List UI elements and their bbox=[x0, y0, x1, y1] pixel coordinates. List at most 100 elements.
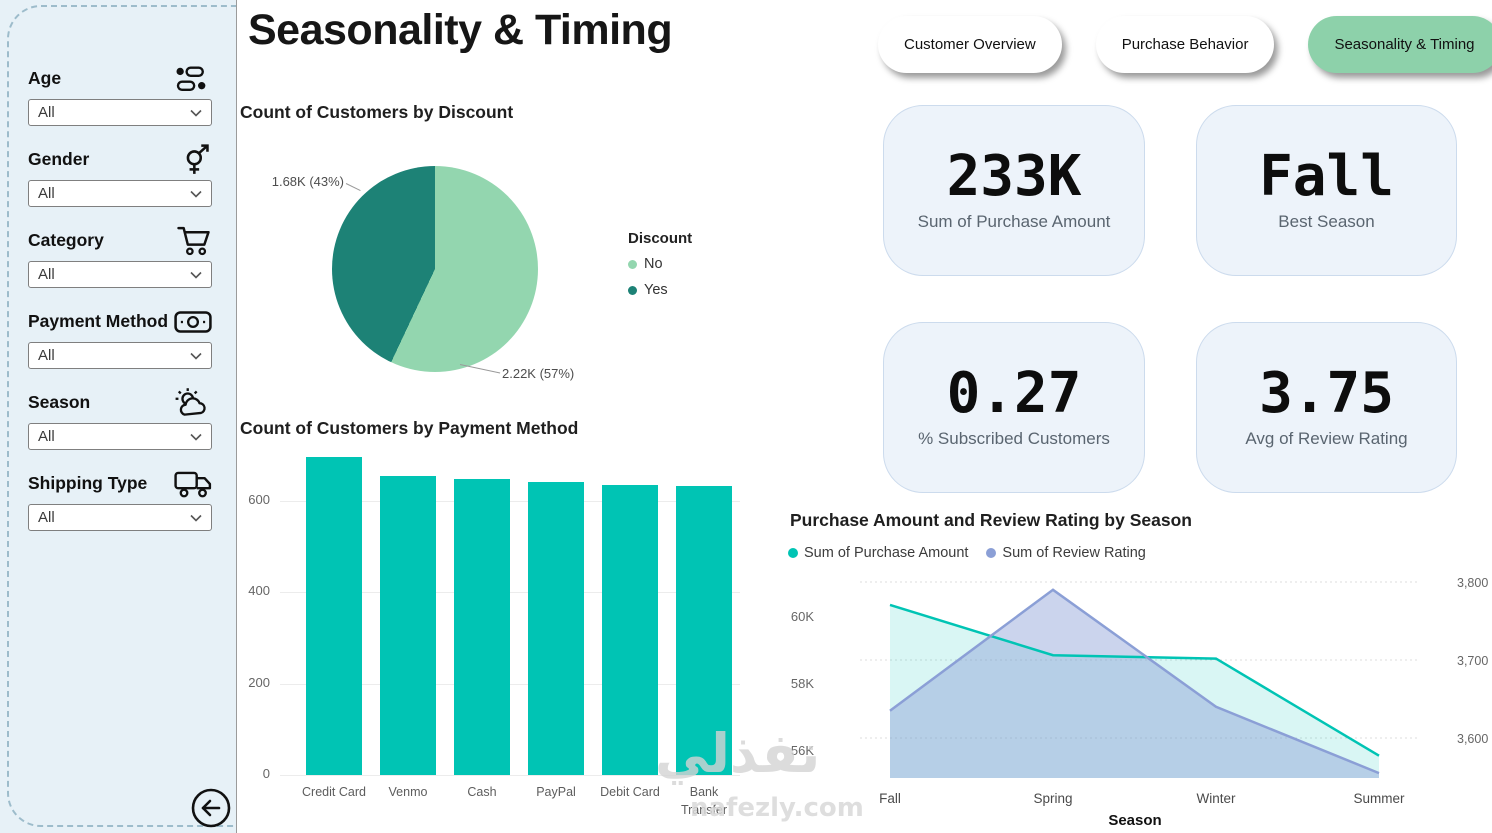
dropdown-value: All bbox=[38, 104, 55, 121]
pie-legend-items: No Yes bbox=[628, 256, 692, 298]
gridline bbox=[280, 775, 740, 776]
bar-ytick: 400 bbox=[248, 583, 270, 599]
filter-dropdown-category[interactable]: All bbox=[28, 261, 212, 288]
legend-item-sum-of-review-rating[interactable]: Sum of Review Rating bbox=[986, 545, 1146, 561]
bar-bank-transfer[interactable]: Bank Transfer bbox=[676, 455, 732, 817]
filter-dropdown-gender[interactable]: All bbox=[28, 180, 212, 207]
filter-label-season: Season bbox=[28, 392, 91, 412]
sun-cloud-icon bbox=[174, 387, 212, 419]
kpi-value: 0.27 bbox=[946, 361, 1082, 426]
pie-legend: Discount No Yes bbox=[628, 230, 692, 308]
filter-category: Category All bbox=[28, 220, 212, 288]
bar-credit-card[interactable]: Credit Card bbox=[302, 455, 366, 799]
legend-item-yes[interactable]: Yes bbox=[628, 282, 692, 298]
bar-rect[interactable] bbox=[528, 482, 584, 775]
filter-label-shipping-type: Shipping Type bbox=[28, 473, 148, 493]
legend-label: Sum of Review Rating bbox=[1002, 545, 1146, 561]
truck-icon bbox=[174, 469, 212, 499]
kpi-card-best-season: Fall Best Season bbox=[1196, 105, 1457, 276]
filter-list: Age All Gender All Category All Payment Method… bbox=[28, 58, 212, 544]
filter-head: Age bbox=[28, 58, 212, 99]
bar-rect[interactable] bbox=[676, 485, 732, 775]
review-rating-line[interactable] bbox=[889, 588, 1380, 775]
nav-tabs: Customer Overview Purchase Behavior Season… bbox=[878, 16, 1492, 73]
kpi-card-avg-of-review-rating: 3.75 Avg of Review Rating bbox=[1196, 322, 1457, 493]
combo-right-ytick: 3,800 bbox=[1457, 576, 1489, 590]
cart-icon bbox=[176, 225, 212, 256]
dropdown-value: All bbox=[38, 347, 55, 364]
filter-dropdown-shipping-type[interactable]: All bbox=[28, 504, 212, 531]
bar-xlabel: PayPal bbox=[536, 785, 576, 799]
chevron-down-icon bbox=[190, 185, 202, 202]
money-icon bbox=[174, 309, 212, 335]
filter-head: Payment Method bbox=[28, 301, 212, 342]
filter-sidebar: Age All Gender All Category All Payment Method… bbox=[0, 0, 237, 833]
purchase-amount-line[interactable] bbox=[889, 603, 1380, 757]
pie-chart-title: Count of Customers by Discount bbox=[240, 102, 514, 122]
combo-xlabel-winter: Winter bbox=[1196, 791, 1236, 806]
bar-ytick: 200 bbox=[248, 674, 270, 690]
bar-xlabel: Bank Transfer bbox=[680, 785, 728, 818]
filter-head: Shipping Type bbox=[28, 463, 212, 504]
tab-seasonality-timing[interactable]: Seasonality & Timing bbox=[1308, 16, 1492, 73]
pie-leader-line-no bbox=[459, 364, 501, 374]
people-icon bbox=[172, 65, 212, 93]
filter-dropdown-payment-method[interactable]: All bbox=[28, 342, 212, 369]
combo-left-ytick: 56K bbox=[790, 743, 814, 758]
filter-shipping-type: Shipping Type All bbox=[28, 463, 212, 531]
bar-paypal[interactable]: PayPal bbox=[528, 455, 584, 799]
bar-rect[interactable] bbox=[602, 485, 658, 775]
season-area-chart[interactable] bbox=[820, 573, 1430, 788]
combo-left-ytick: 58K bbox=[790, 676, 814, 691]
bar-rect[interactable] bbox=[306, 457, 362, 775]
legend-item-sum-of-purchase-amount[interactable]: Sum of Purchase Amount bbox=[788, 545, 968, 561]
combo-right-ytick: 3,600 bbox=[1457, 732, 1489, 746]
tab-purchase-behavior[interactable]: Purchase Behavior bbox=[1095, 16, 1275, 73]
bar-xlabel: Venmo bbox=[388, 785, 428, 799]
purchase-amount-area[interactable] bbox=[890, 604, 1379, 778]
bar-xlabel: Debit Card bbox=[600, 785, 660, 799]
bar-rect[interactable] bbox=[454, 478, 510, 775]
bar-xlabel: Cash bbox=[467, 785, 497, 799]
kpi-card-sum-of-purchase-amount: 233K Sum of Purchase Amount bbox=[883, 105, 1145, 276]
filter-head: Gender bbox=[28, 139, 212, 180]
combo-xlabel-fall: Fall bbox=[879, 791, 901, 806]
filter-age: Age All bbox=[28, 58, 212, 126]
bar-chart-title: Count of Customers by Payment Method bbox=[240, 418, 579, 438]
kpi-value: Fall bbox=[1259, 144, 1394, 209]
legend-dot bbox=[628, 285, 637, 295]
back-button[interactable] bbox=[190, 787, 232, 829]
bar-ytick: 600 bbox=[248, 491, 270, 507]
legend-dot bbox=[788, 548, 798, 558]
gridline bbox=[280, 500, 740, 502]
bar-venmo[interactable]: Venmo bbox=[380, 455, 436, 799]
combo-right-ytick: 3,700 bbox=[1457, 654, 1489, 668]
legend-dot bbox=[986, 548, 997, 558]
kpi-grid: 233K Sum of Purchase Amount Fall Best Seaso… bbox=[883, 105, 1457, 493]
legend-item-no[interactable]: No bbox=[628, 256, 692, 272]
filter-dropdown-age[interactable]: All bbox=[28, 99, 212, 126]
payment-method-bar-chart: Credit Card Venmo Cash PayPal Debit Card Bank… bbox=[280, 455, 740, 817]
discount-pie[interactable] bbox=[332, 166, 538, 372]
chevron-down-icon bbox=[190, 347, 202, 364]
filter-gender: Gender All bbox=[28, 139, 212, 207]
legend-label: No bbox=[644, 256, 663, 272]
pie-callout-yes: 1.68K (43%) bbox=[271, 174, 344, 189]
filter-label-payment-method: Payment Method bbox=[28, 311, 169, 331]
review-rating-area[interactable] bbox=[890, 589, 1379, 778]
combo-xlabel-spring: Spring bbox=[1033, 791, 1073, 806]
kpi-label: % Subscribed Customers bbox=[918, 429, 1110, 448]
bar-cash[interactable]: Cash bbox=[454, 455, 510, 799]
legend-dot bbox=[628, 259, 637, 269]
gridline bbox=[280, 683, 740, 685]
gender-icon bbox=[182, 143, 212, 176]
filter-label-age: Age bbox=[28, 68, 62, 88]
filter-dropdown-season[interactable]: All bbox=[28, 423, 212, 450]
bar-debit-card[interactable]: Debit Card bbox=[600, 455, 660, 799]
combo-left-ytick: 60K bbox=[790, 609, 814, 624]
tab-customer-overview[interactable]: Customer Overview bbox=[878, 16, 1062, 73]
gridline bbox=[280, 592, 740, 594]
filter-head: Season bbox=[28, 382, 212, 423]
bar-rect[interactable] bbox=[380, 475, 436, 775]
